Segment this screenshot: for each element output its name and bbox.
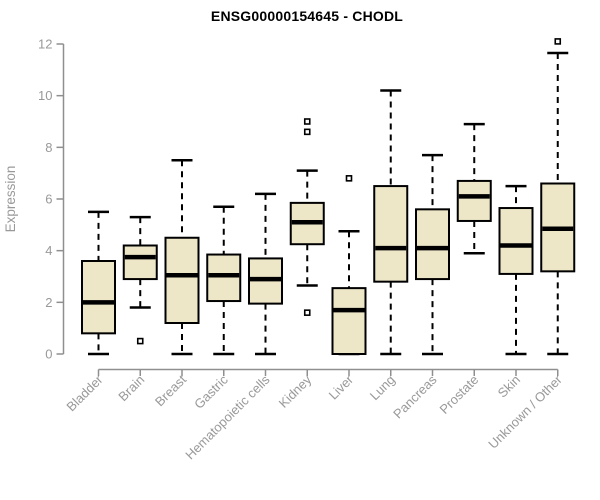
y-axis-tick-label: 12 (38, 37, 52, 52)
y-axis-tick-label: 4 (45, 243, 52, 258)
x-axis-label: Gastric (191, 372, 231, 412)
x-axis-label: Breast (152, 372, 189, 409)
boxplot-box (415, 208, 450, 281)
y-axis-tick-label: 10 (38, 88, 52, 103)
boxplot-box (331, 287, 367, 356)
boxplot-box (81, 260, 116, 335)
boxplot-box (373, 185, 409, 283)
outlier-point (303, 118, 311, 125)
outlier-point (303, 128, 311, 136)
boxplot-box (206, 253, 242, 303)
boxplot-box (122, 244, 158, 281)
boxplot-box (456, 179, 492, 222)
y-axis-tick-label: 2 (45, 295, 52, 310)
outlier-point (554, 38, 562, 45)
y-axis-tick-label: 6 (45, 192, 52, 207)
y-axis-tick-label: 0 (45, 347, 52, 362)
x-axis-label: Kidney (276, 372, 315, 411)
x-axis-label: Prostate (437, 372, 482, 417)
x-axis-label: Pancreas (390, 372, 440, 422)
y-axis-label: Expression (3, 166, 18, 233)
x-axis-label: Liver (326, 372, 357, 403)
chart-title: ENSG00000154645 - CHODL (210, 8, 404, 24)
x-axis-label: Bladder (63, 372, 106, 415)
outlier-point (303, 309, 311, 316)
boxplot-box (498, 207, 534, 275)
x-axis-label: Skin (495, 372, 523, 400)
y-axis-tick-label: 8 (45, 140, 52, 155)
outlier-point (136, 337, 144, 345)
x-axis-label: Brain (115, 372, 147, 404)
boxplot-box (164, 236, 200, 325)
x-axis-label: Lung (367, 372, 398, 403)
outlier-point (345, 175, 353, 182)
x-axis-label: Unknown / Other (485, 372, 565, 452)
